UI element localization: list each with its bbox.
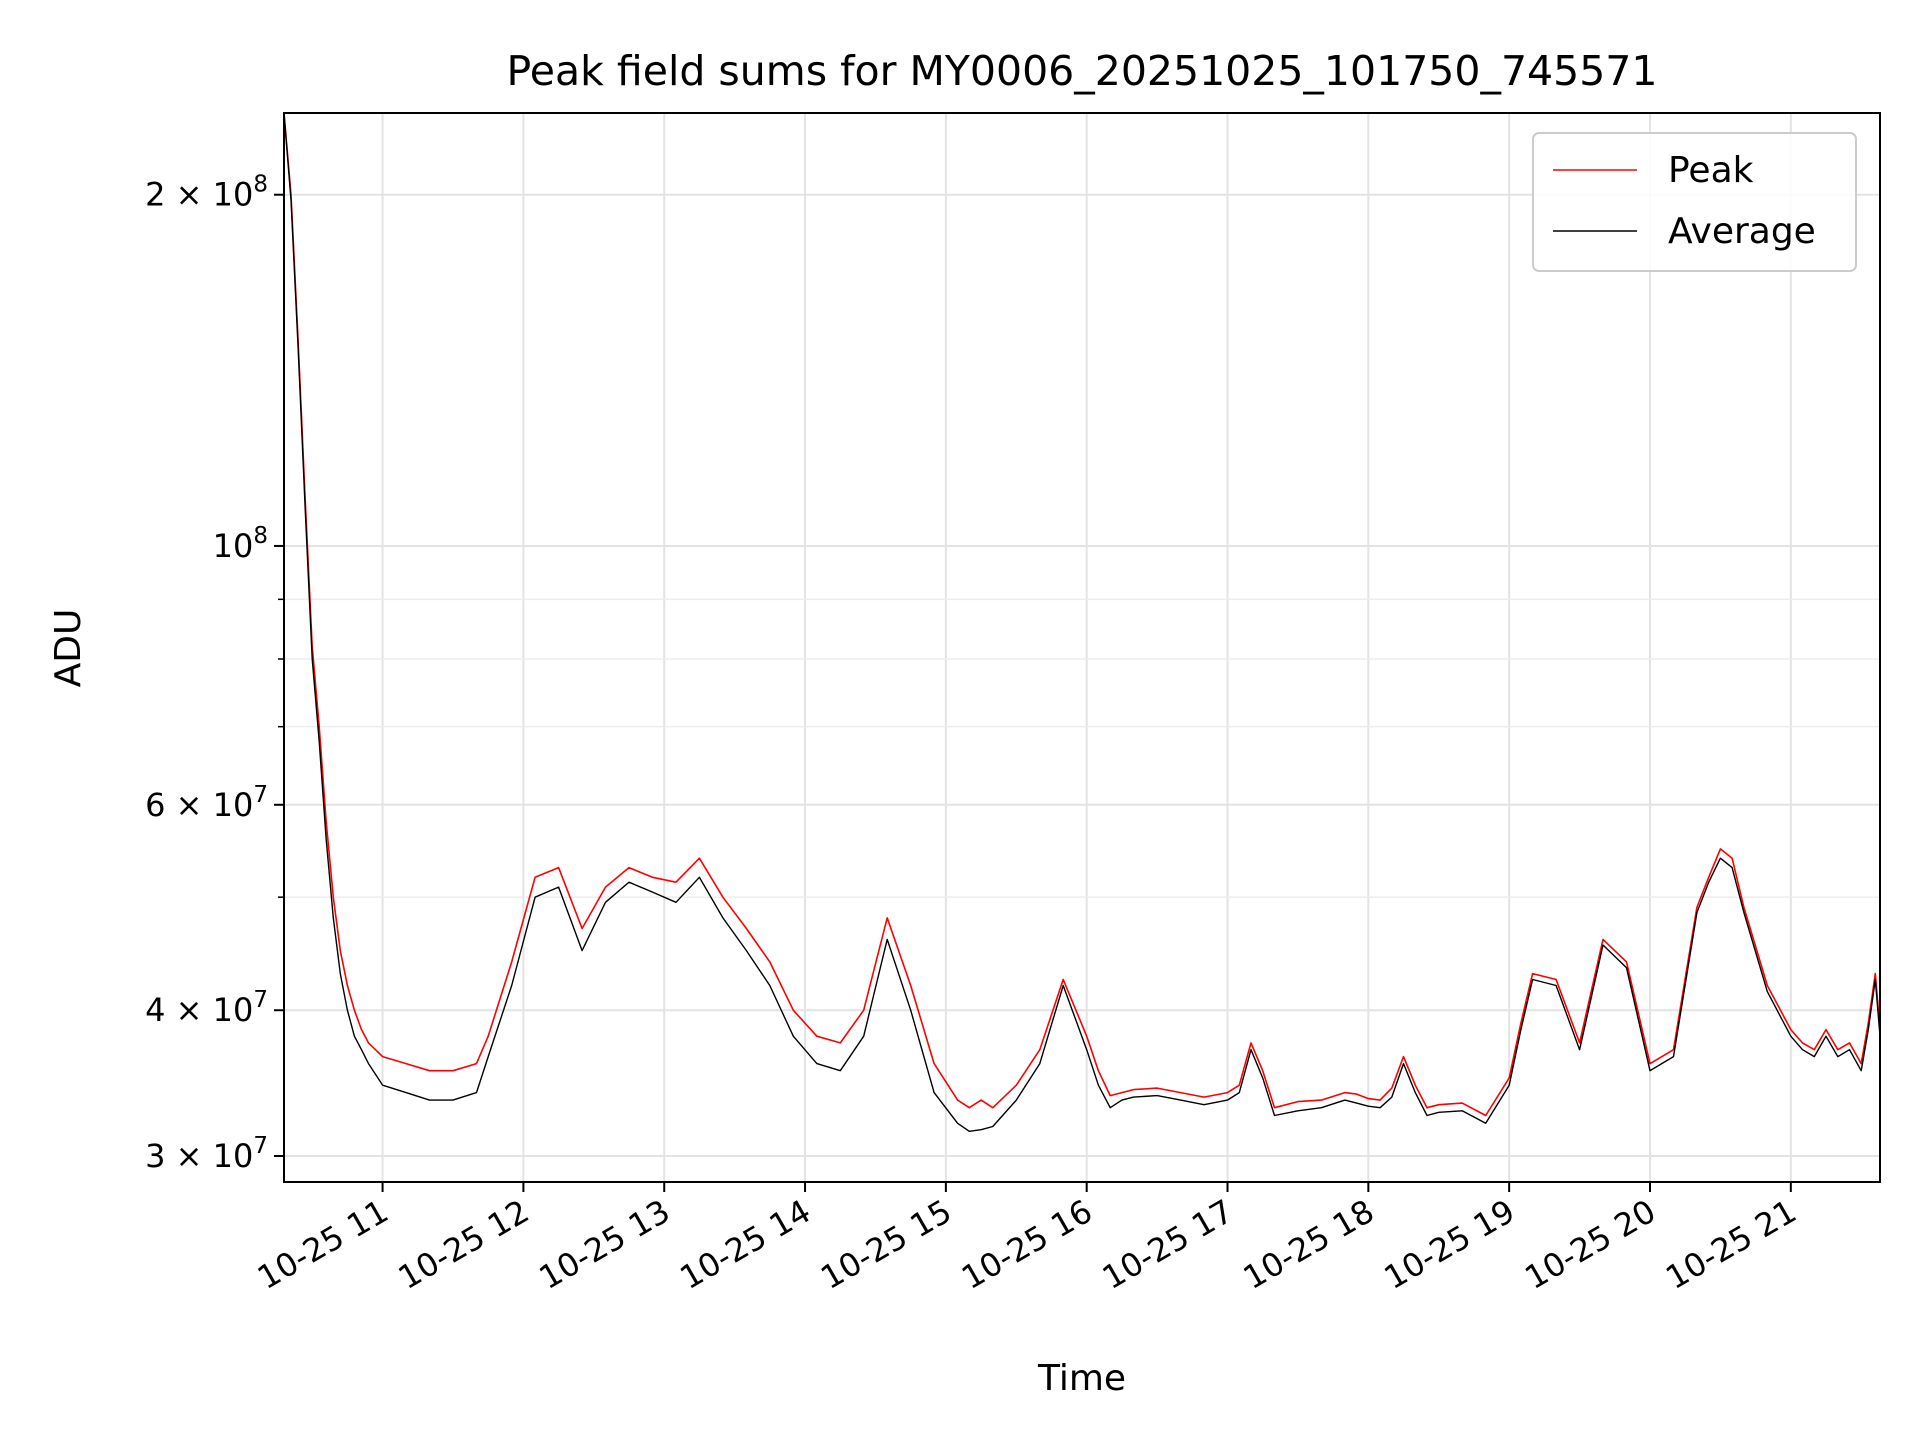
y-tick-label: 6 × 107 (145, 782, 268, 824)
legend-box (1532, 132, 1857, 272)
y-tick-label: 4 × 107 (145, 987, 268, 1029)
y-axis-label: ADU (48, 609, 89, 688)
legend: Peak Average (1532, 132, 1857, 272)
series-line-average (284, 113, 1880, 1133)
legend-label-average: Average (1668, 211, 1816, 252)
y-tick-label: 2 × 108 (145, 172, 268, 214)
legend-label-peak: Peak (1668, 150, 1754, 191)
y-tick-label: 108 (213, 523, 268, 565)
y-tick-label: 3 × 107 (145, 1133, 268, 1175)
series-layer (284, 113, 1880, 1133)
x-axis-label: Time (1037, 1358, 1126, 1399)
series-line-peak (284, 113, 1880, 1117)
chart-title: Peak field sums for MY0006_20251025_1017… (507, 47, 1658, 95)
plot-frame (283, 112, 1881, 1183)
